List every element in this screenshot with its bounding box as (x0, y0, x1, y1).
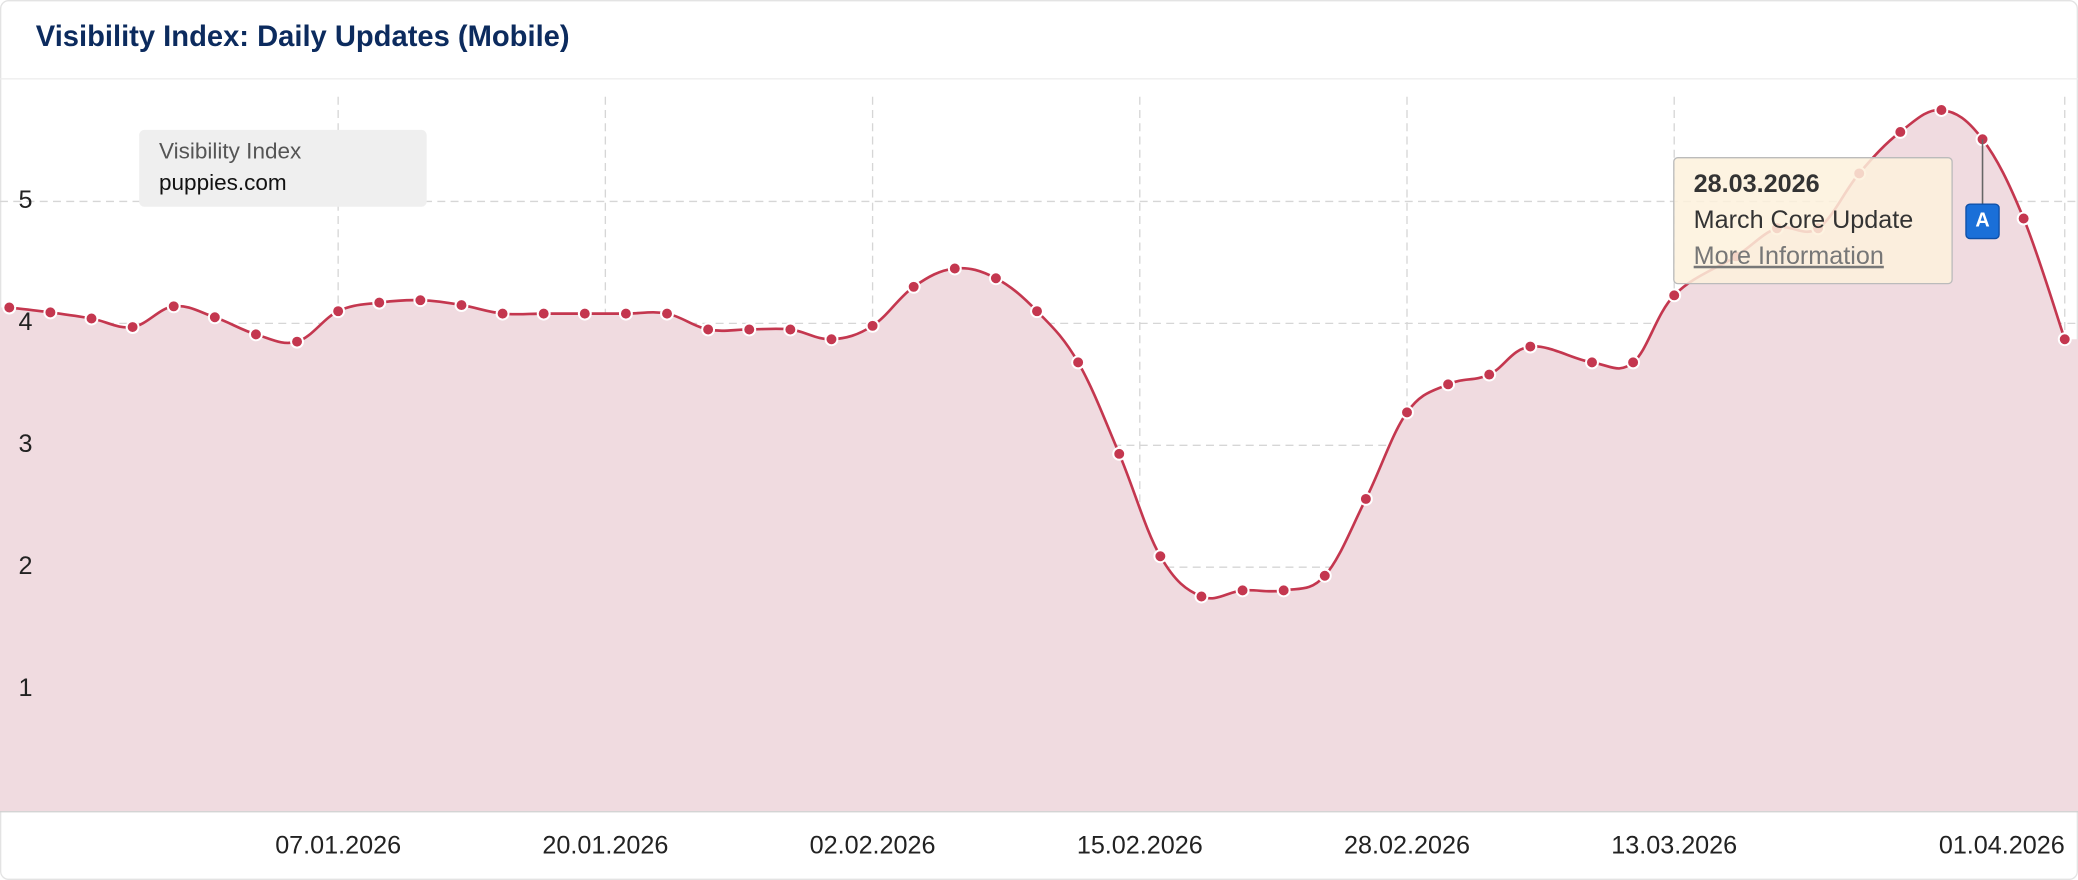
data-point (290, 334, 305, 349)
data-point (248, 327, 263, 342)
x-tick-label: 20.01.2026 (542, 832, 668, 860)
x-tick-label: 01.04.2026 (1939, 832, 2065, 860)
data-point (1071, 355, 1086, 370)
x-tick-label: 02.02.2026 (810, 832, 936, 860)
data-point (701, 322, 716, 337)
data-point (2057, 332, 2072, 347)
legend-entry: puppies.com (159, 170, 287, 195)
annotation-marker-label[interactable]: A (1975, 210, 1989, 232)
tooltip-link[interactable]: More Information (1694, 242, 1884, 270)
y-tick-label: 2 (19, 552, 33, 580)
legend-title: Visibility Index (159, 138, 302, 163)
data-point (1194, 589, 1209, 604)
data-point (1441, 377, 1456, 392)
data-point (1893, 125, 1908, 139)
overlay: Visibility Index puppies.com A 28.03.2026… (139, 129, 2000, 285)
data-point (1317, 568, 1332, 583)
tooltip-box (1673, 157, 1953, 285)
data-point (84, 311, 99, 326)
data-point (1626, 355, 1641, 370)
data-point (577, 306, 592, 321)
data-point (372, 295, 387, 310)
data-point (1482, 367, 1497, 382)
data-point (865, 318, 880, 333)
data-point (947, 261, 962, 276)
area (0, 109, 2078, 812)
y-tick-label: 5 (19, 186, 33, 214)
y-tick-label: 1 (19, 674, 33, 702)
data-point (454, 298, 469, 313)
data-point (1400, 405, 1414, 420)
data-point (536, 306, 551, 321)
chart-title: Visibility Index: Daily Updates (Mobile) (36, 21, 570, 53)
data-point (906, 279, 921, 294)
data-point (413, 293, 428, 308)
data-point (166, 299, 181, 314)
data-point (1523, 339, 1538, 354)
tooltip-text: March Core Update (1694, 206, 1914, 234)
data-point (1030, 304, 1044, 319)
x-tick-label: 15.02.2026 (1077, 832, 1203, 860)
data-point (1934, 103, 1949, 117)
data-point (1585, 355, 1599, 370)
data-point (43, 305, 58, 320)
data-point (1358, 491, 1373, 506)
y-tick-label: 3 (19, 430, 33, 458)
x-tick-label: 13.03.2026 (1611, 832, 1737, 860)
data-point (331, 304, 346, 319)
tooltip-date: 28.03.2026 (1694, 170, 1820, 198)
data-point (988, 271, 1003, 286)
x-tick-label: 07.01.2026 (275, 832, 401, 860)
data-point (1276, 583, 1291, 598)
y-tick-label: 4 (19, 308, 33, 336)
data-point (660, 306, 674, 321)
legend-box (139, 129, 427, 207)
data-point (1235, 583, 1250, 598)
annotation-marker[interactable] (1965, 203, 2000, 240)
data-point (783, 322, 798, 337)
data-point (824, 332, 839, 347)
data-point (207, 310, 222, 325)
data-point (742, 322, 757, 337)
data-point (2016, 211, 2031, 226)
data-point (125, 320, 140, 334)
data-point (1667, 288, 1682, 303)
data-point (1112, 446, 1127, 461)
data-point (2, 300, 17, 315)
data-point (1153, 549, 1168, 564)
data-point (618, 306, 633, 321)
data-point (495, 306, 510, 321)
x-tick-label: 28.02.2026 (1344, 832, 1470, 860)
